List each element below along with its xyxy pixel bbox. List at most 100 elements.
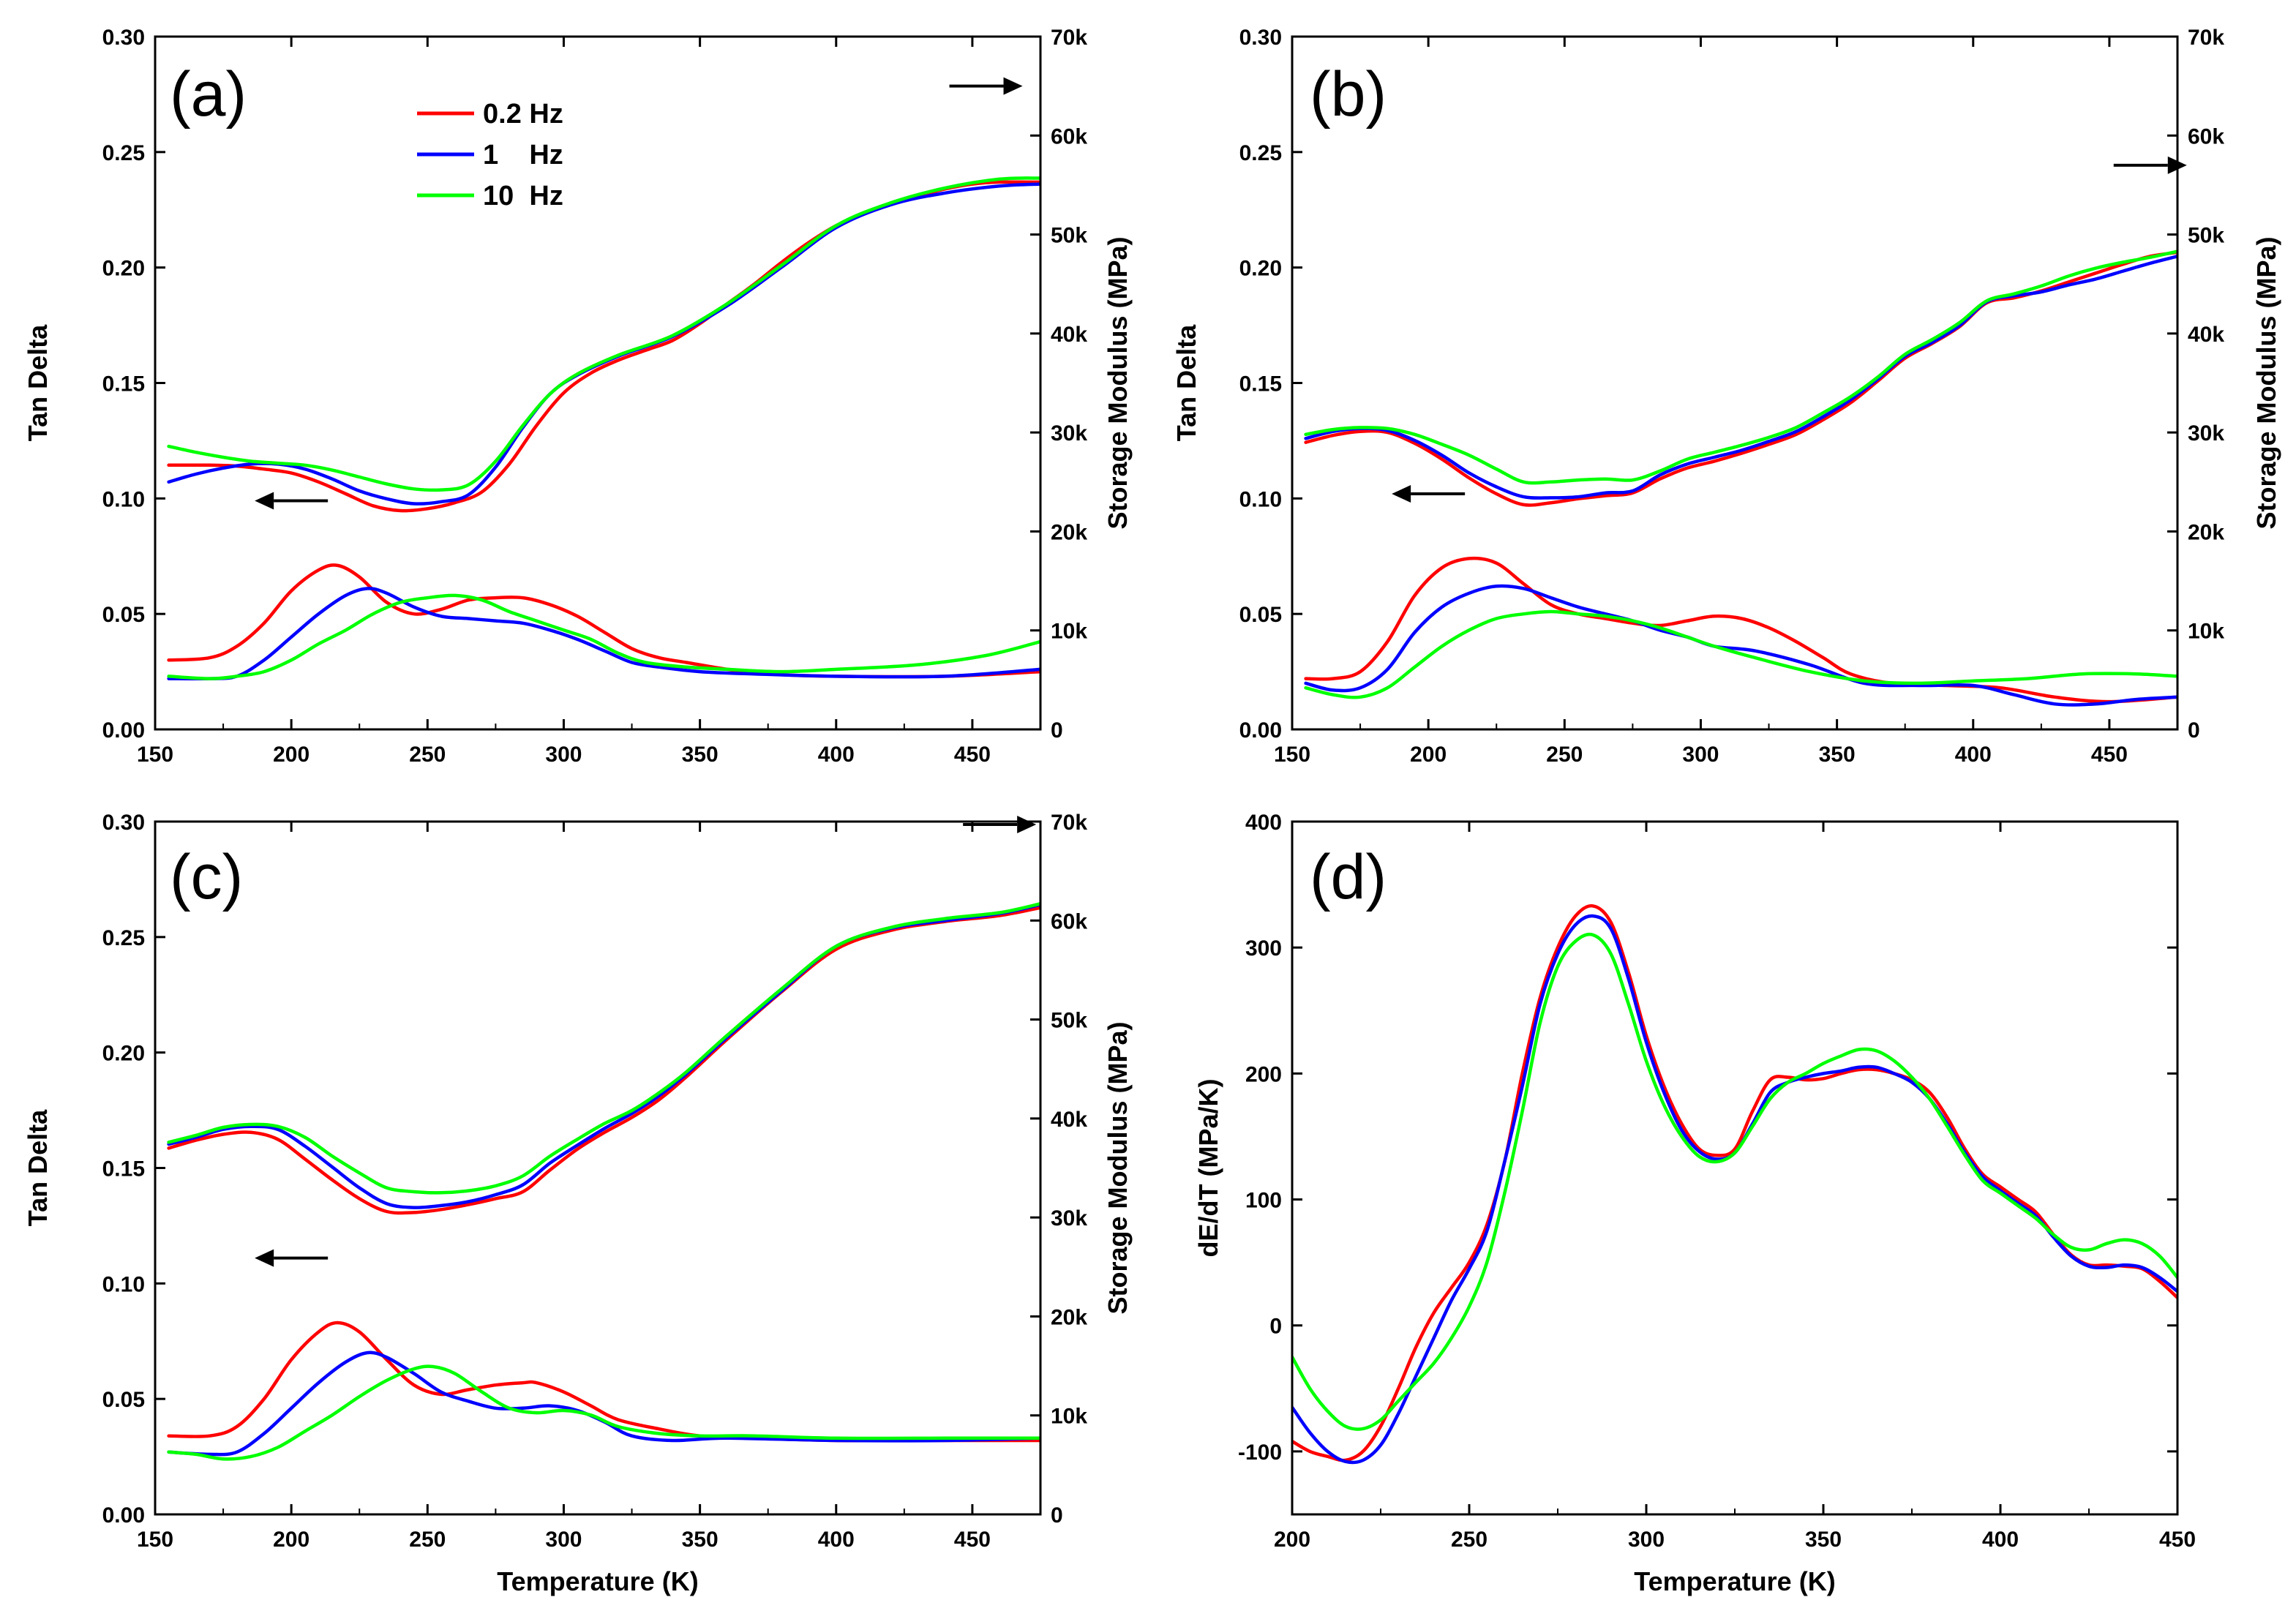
y-tick-label-0-10-a: 0.10 [102, 487, 145, 511]
y-tick-label-0-30-c: 0.30 [102, 811, 145, 835]
panel-a: 150 200 250 300 350 400 450 0.00 0.05 0.10 0.15 0.2… [23, 26, 1133, 767]
y2-tick-label-40k-a: 40k [1051, 323, 1087, 347]
arrow-head-b-0 [1392, 485, 1411, 503]
y-tick-label-400-d: 400 [1245, 811, 1282, 835]
axis-arrow-right-a [949, 77, 1023, 95]
x-tick-label-400-b: 400 [1955, 743, 1992, 767]
series-line-10-hz-left-d [1292, 932, 2177, 1431]
y2-tick-label-20k-c: 20k [1051, 1305, 1087, 1329]
legend-label-1hz: 1 Hz [483, 140, 563, 170]
x-tick-label-250-d: 250 [1451, 1528, 1487, 1552]
y2-tick-label-70k-c: 70k [1051, 811, 1087, 835]
x-tick-label-350-a: 350 [682, 743, 719, 767]
y2-tick-label-0-b: 0 [2188, 718, 2200, 743]
y-tick-label-200-d: 200 [1245, 1062, 1282, 1086]
series-line-10-hz-left-b [1304, 609, 2177, 699]
panel-d: 200 250 300 350 400 450 -100 0 100 200 300 400 dE/dT… [1193, 811, 2196, 1596]
x-axis-title-d: Temperature (K) [1634, 1566, 1835, 1596]
y-tick-label-0-30-b: 0.30 [1239, 26, 1282, 50]
panel-b: 150 200 250 300 350 400 450 0.00 0.05 0.10 0.15 0.2… [1171, 26, 2281, 767]
legend-label-10hz: 10 Hz [483, 181, 563, 211]
y2-tick-label-30k-b: 30k [2188, 421, 2224, 446]
axis-arrow-right-b [2113, 156, 2187, 174]
y2-tick-label-70k-a: 70k [1051, 26, 1087, 50]
y2-tick-label-30k-c: 30k [1051, 1206, 1087, 1231]
y2-tick-label-10k-a: 10k [1051, 620, 1087, 644]
series-line-0-2-hz-right-c [167, 906, 1040, 1215]
y2-tick-label-70k-b: 70k [2188, 26, 2224, 50]
x-tick-label-200-c: 200 [273, 1528, 309, 1552]
x-tick-label-400-d: 400 [1982, 1528, 2019, 1552]
series-line-10-hz-left-c [167, 1364, 1040, 1461]
x-tick-label-250-a: 250 [409, 743, 446, 767]
series-group-d [1292, 904, 2177, 1465]
axis-arrow-left-a [255, 492, 329, 510]
x-tick-label-200-a: 200 [273, 743, 309, 767]
y-axis-title-b: Tan Delta [1171, 324, 1201, 441]
axis-arrow-left-c [255, 1249, 329, 1267]
y2-axis-title-b: Storage Modulus (MPa) [2251, 236, 2281, 529]
y-tick-label-0-15-c: 0.15 [102, 1157, 145, 1182]
y-tick-label-0-20-b: 0.20 [1239, 257, 1282, 281]
x-tick-label-300-c: 300 [545, 1528, 582, 1552]
y2-tick-label-10k-b: 10k [2188, 620, 2224, 644]
x-tick-label-250-c: 250 [409, 1528, 446, 1552]
y-tick-label-0-20-a: 0.20 [102, 257, 145, 281]
series-group-a [167, 176, 1040, 681]
y-axis-title-c: Tan Delta [23, 1109, 53, 1226]
series-line-0-2-hz-left-d [1292, 904, 2177, 1462]
y-tick-label-0-05-a: 0.05 [102, 603, 145, 627]
x-tick-label-150-b: 150 [1274, 743, 1310, 767]
panel-label-b: (b) [1310, 59, 1387, 129]
y2-axis-title-c: Storage Modulus (MPa) [1103, 1021, 1133, 1314]
x-tick-label-450-a: 450 [954, 743, 991, 767]
series-line-10-hz-right-c [167, 902, 1040, 1195]
x-tick-label-350-d: 350 [1805, 1528, 1842, 1552]
y2-tick-label-40k-b: 40k [2188, 323, 2224, 347]
y2-tick-label-20k-a: 20k [1051, 520, 1087, 544]
y-tick-label-100-d: 100 [1245, 1189, 1282, 1213]
y-tick-label-100-d: -100 [1238, 1440, 1282, 1465]
y-tick-label-0-10-c: 0.10 [102, 1272, 145, 1296]
axis-arrow-right-c [963, 816, 1037, 834]
series-line-10-hz-right-b [1304, 249, 2177, 485]
x-tick-label-350-c: 350 [682, 1528, 719, 1552]
y2-axis-title-a: Storage Modulus (MPa) [1103, 236, 1133, 529]
x-tick-label-250-b: 250 [1546, 743, 1583, 767]
x-tick-label-300-d: 300 [1628, 1528, 1665, 1552]
y-tick-label-0-05-b: 0.05 [1239, 603, 1282, 627]
series-line-1-hz-right-b [1304, 255, 2177, 500]
y2-tick-label-30k-a: 30k [1051, 421, 1087, 446]
y-tick-label-0-00-c: 0.00 [102, 1503, 145, 1528]
x-tick-label-200-d: 200 [1274, 1528, 1310, 1552]
arrow-head-a-1 [1003, 77, 1023, 95]
y-tick-label-0-10-b: 0.10 [1239, 487, 1282, 511]
y2-tick-label-0-a: 0 [1051, 718, 1063, 743]
y2-tick-label-10k-c: 10k [1051, 1405, 1087, 1429]
y-tick-label-0-00-b: 0.00 [1239, 718, 1282, 743]
y-tick-label-0-00-a: 0.00 [102, 718, 145, 743]
y2-tick-label-0-c: 0 [1051, 1503, 1063, 1528]
series-line-10-hz-right-a [167, 176, 1040, 492]
y2-tick-label-50k-c: 50k [1051, 1009, 1087, 1033]
arrow-head-a-0 [255, 492, 274, 510]
x-tick-label-400-c: 400 [818, 1528, 855, 1552]
y-tick-label-0-d: 0 [1269, 1315, 1282, 1339]
y-tick-label-300-d: 300 [1245, 936, 1282, 961]
y-tick-label-0-25-b: 0.25 [1239, 141, 1282, 165]
panel-label-c: (c) [170, 842, 243, 912]
y-tick-label-0-25-a: 0.25 [102, 141, 145, 165]
y2-tick-label-60k-c: 60k [1051, 909, 1087, 934]
legend: 0.2 Hz 1 Hz 10 Hz [417, 99, 563, 211]
x-tick-label-450-c: 450 [954, 1528, 991, 1552]
series-line-10-hz-left-a [167, 593, 1040, 680]
arrow-head-b-1 [2167, 156, 2187, 174]
y2-tick-label-20k-b: 20k [2188, 520, 2224, 544]
series-group-c [167, 902, 1040, 1461]
y2-tick-label-50k-a: 50k [1051, 224, 1087, 248]
x-tick-label-450-d: 450 [2159, 1528, 2196, 1552]
y-tick-label-0-20-c: 0.20 [102, 1042, 145, 1066]
y2-tick-label-60k-b: 60k [2188, 124, 2224, 149]
x-tick-label-300-b: 300 [1682, 743, 1719, 767]
